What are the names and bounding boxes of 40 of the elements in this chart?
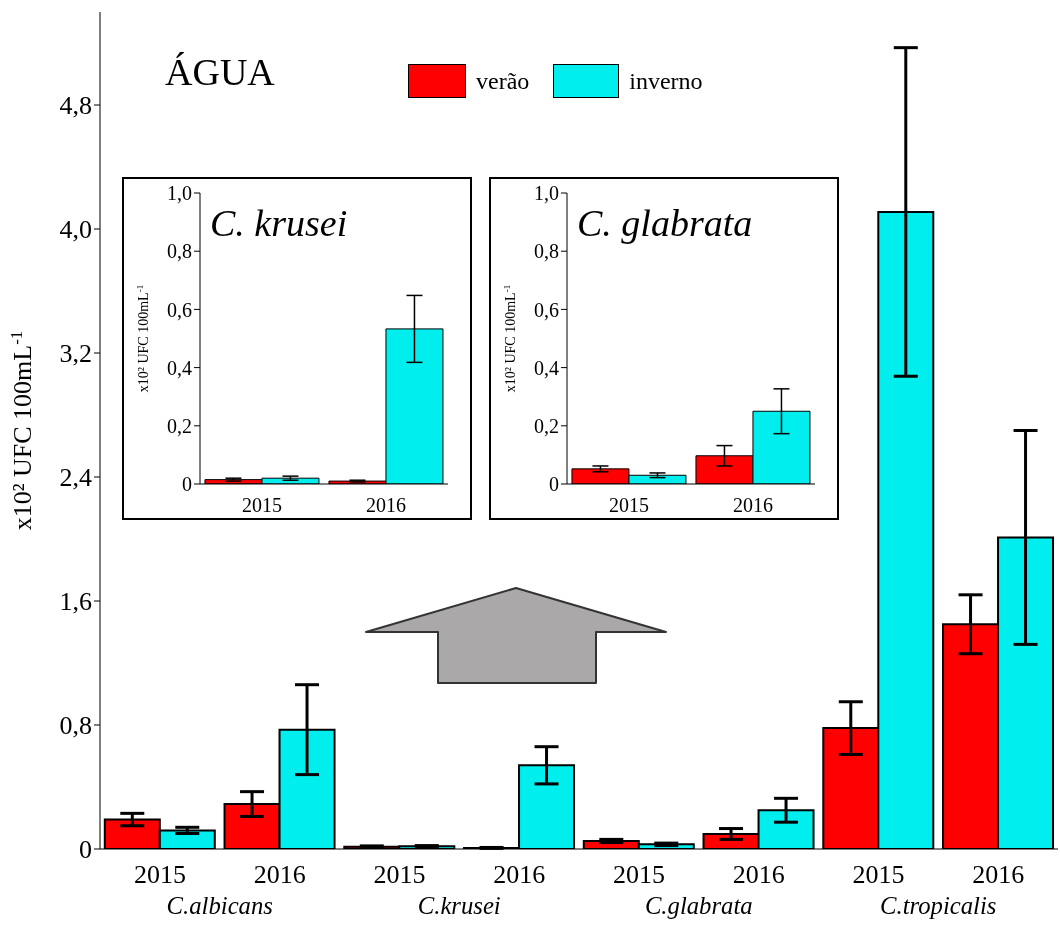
y-tick-label: 0,4 [167,356,192,379]
x-tick-label: 2016 [366,494,406,516]
text: ÁGUA [165,50,275,94]
chart-title: C. krusei [210,201,348,245]
y-tick-label: 0,2 [534,414,559,437]
y-tick-label: 0,6 [534,298,559,321]
x-tick-label: 2015 [133,860,186,889]
y-tick-label: 0,8 [59,711,92,741]
y-tick-label: 3,2 [59,339,92,369]
x-tick-label: 2016 [253,860,306,889]
x-tick-label: 2016 [493,860,546,889]
chart-title: C. glabrata [577,201,753,245]
x-tick-label: 2015 [852,860,905,889]
y-tick-label: 1,0 [167,182,192,205]
y-tick-label: 0,4 [534,356,559,379]
y-tick-label: 0,6 [167,298,192,321]
x-tick-label: 2015 [609,494,649,516]
x-tick-label: 2016 [972,860,1025,889]
y-tick-label: 4,8 [59,91,92,121]
legend-label: inverno [629,67,703,95]
y-tick-label: 0 [79,835,92,865]
text: C.glabrata [644,892,753,920]
text: C.tropicalis [880,892,997,920]
legend-label: verão [476,67,530,95]
y-tick-label: 0,8 [167,240,192,263]
x-tick-label: 2015 [242,494,282,516]
x-tick-label: 2015 [612,860,665,889]
x-tick-label: 2016 [732,860,785,889]
y-tick-label: 0,8 [534,240,559,263]
y-tick-label: 0,2 [167,414,192,437]
y-tick-label: 0 [182,473,192,496]
y-tick-label: 4,0 [59,215,92,245]
y-tick-label: 0 [549,473,559,496]
text: C.albicans [166,892,273,920]
text: C.krusei [417,892,501,920]
x-tick-label: 2015 [373,860,426,889]
y-tick-label: 1,0 [534,182,559,205]
y-tick-label: 2,4 [59,463,92,493]
y-tick-label: 1,6 [59,587,92,617]
x-tick-label: 2016 [733,494,773,516]
